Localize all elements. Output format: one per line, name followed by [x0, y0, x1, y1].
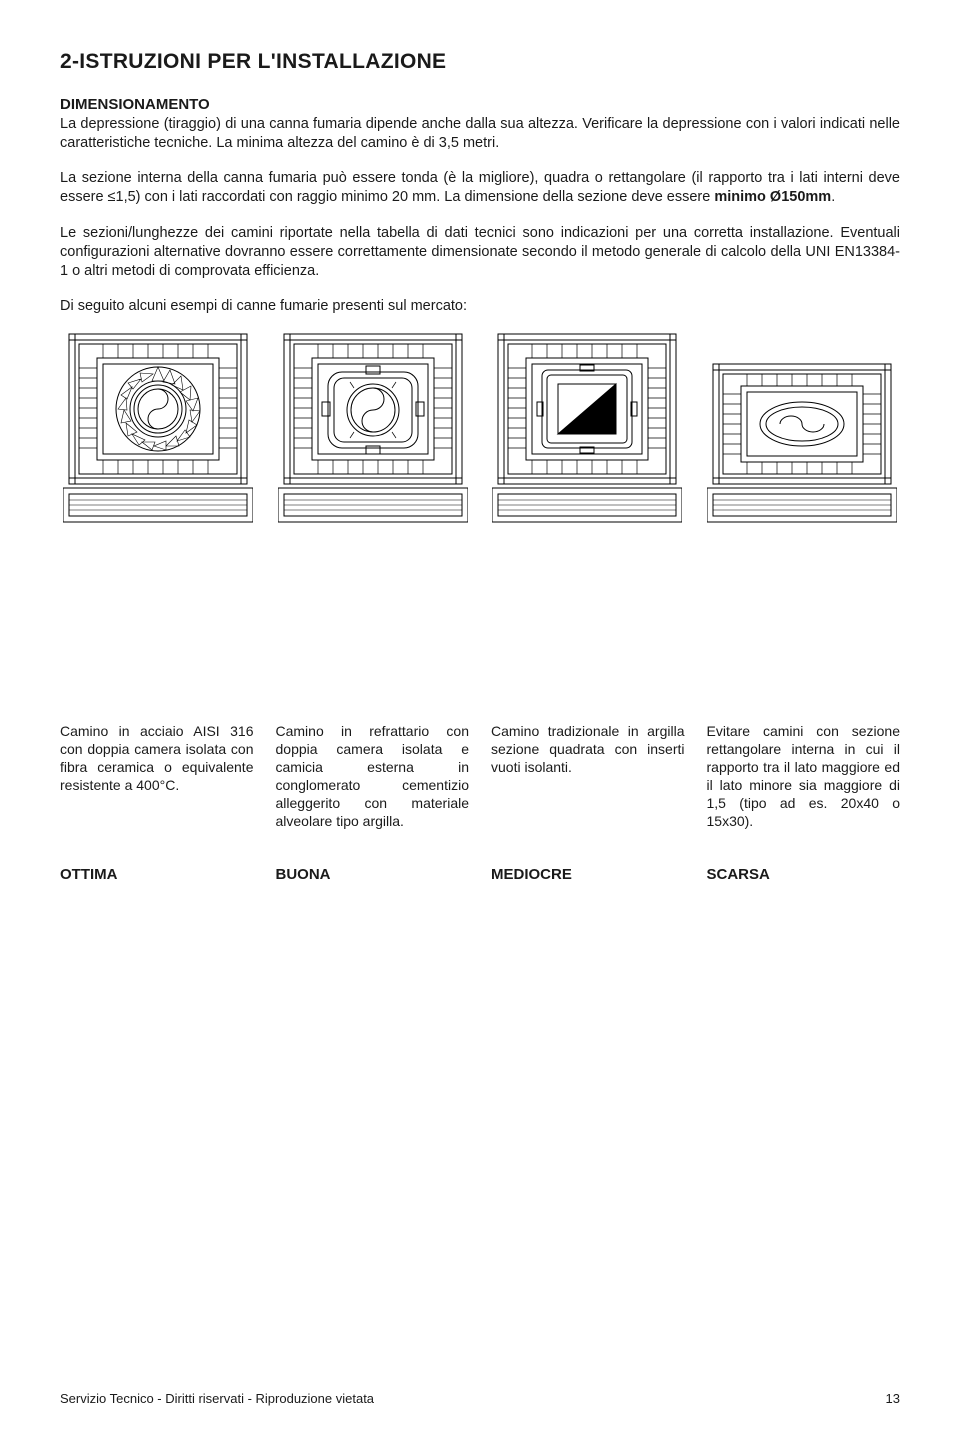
caption-3: Camino tradizionale in argilla sezione q…	[491, 723, 685, 830]
footer: Servizio Tecnico - Diritti riservati - R…	[60, 1391, 900, 1406]
captions-row: Camino in acciaio AISI 316 con doppia ca…	[60, 723, 900, 830]
paragraph-1: La depressione (tiraggio) di una canna f…	[60, 115, 900, 153]
section-title: 2-ISTRUZIONI PER L'INSTALLAZIONE	[60, 50, 900, 74]
diagram-2	[275, 328, 472, 523]
paragraph-3: Le sezioni/lunghezze dei camini riportat…	[60, 224, 900, 281]
diagram-4	[704, 328, 901, 523]
diagram-1	[60, 328, 257, 523]
paragraph-2: La sezione interna della canna fumaria p…	[60, 169, 900, 207]
page-number: 13	[886, 1391, 900, 1406]
rating-1: OTTIMA	[60, 866, 254, 883]
rating-3: MEDIOCRE	[491, 866, 685, 883]
footer-left: Servizio Tecnico - Diritti riservati - R…	[60, 1391, 374, 1406]
ratings-row: OTTIMA BUONA MEDIOCRE SCARSA	[60, 866, 900, 883]
caption-4: Evitare camini con sezione rettangolare …	[707, 723, 901, 830]
paragraph-2b-bold: minimo Ø150mm	[714, 189, 831, 205]
rating-4: SCARSA	[707, 866, 901, 883]
caption-2: Camino in refrattario con doppia camera …	[276, 723, 470, 830]
paragraph-2c: .	[831, 189, 835, 205]
diagram-3	[489, 328, 686, 523]
rating-2: BUONA	[276, 866, 470, 883]
diagrams-row	[60, 328, 900, 523]
caption-1: Camino in acciaio AISI 316 con doppia ca…	[60, 723, 254, 830]
subsection-title: DIMENSIONAMENTO	[60, 96, 900, 113]
paragraph-4: Di seguito alcuni esempi di canne fumari…	[60, 297, 900, 316]
